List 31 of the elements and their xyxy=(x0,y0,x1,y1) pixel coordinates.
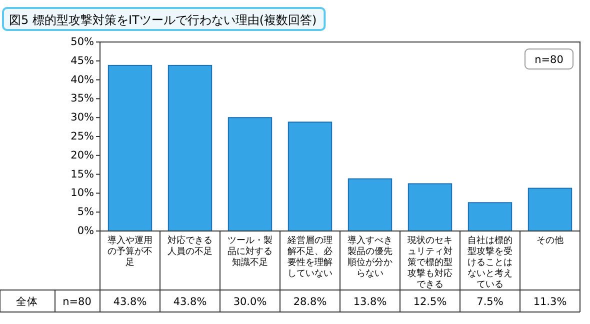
xtick: ツール・製品に対する知識不足 xyxy=(228,236,272,268)
ytick: 50% xyxy=(70,36,94,48)
ytick: 15% xyxy=(70,168,94,180)
data-label: 12.5% xyxy=(413,296,447,308)
xtick: 自社は標的型攻撃を受けることはないと考えている xyxy=(468,236,512,290)
data-label: 43.8% xyxy=(173,296,207,308)
annotation: n=80 xyxy=(534,54,564,66)
ytick: 30% xyxy=(70,112,94,124)
data-label: 11.3% xyxy=(533,296,567,308)
ytick: 20% xyxy=(70,149,94,162)
data-label: 30.0% xyxy=(233,296,267,308)
text: 全体 xyxy=(16,296,38,308)
xtick: その他 xyxy=(536,236,564,246)
xtick: 経営層の理解不足、必要性を理解していない xyxy=(288,236,332,279)
ytick: 35% xyxy=(70,92,94,105)
xtick: 導入すべき製品の優先順位が分からない xyxy=(348,236,392,279)
ytick: 45% xyxy=(70,54,94,67)
data-label: 13.8% xyxy=(353,296,387,308)
xtick: 現状のセキュリティ対策で標的型攻撃も対応できる xyxy=(408,236,452,290)
ytick: 25% xyxy=(70,130,94,142)
data-label: 28.8% xyxy=(293,296,327,308)
ytick: 0% xyxy=(77,225,94,237)
ytick: 40% xyxy=(70,74,94,86)
xtick: 対応できる人員の不足 xyxy=(168,236,212,257)
ytick: 5% xyxy=(77,206,94,218)
data-label: 7.5% xyxy=(476,296,504,308)
xtick: 導入や運用の予算が不足 xyxy=(108,236,152,268)
title: 図5 標的型攻撃対策をITツールで行わない理由(複数回答) xyxy=(9,13,317,27)
ytick: 10% xyxy=(70,187,94,200)
text: n=80 xyxy=(62,296,92,308)
data-label: 43.8% xyxy=(113,296,147,308)
